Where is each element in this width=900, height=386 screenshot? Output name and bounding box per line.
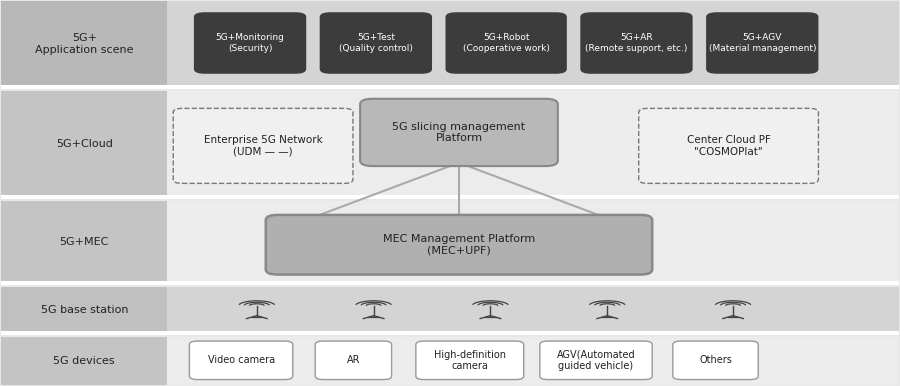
Bar — [1, 1, 899, 87]
FancyBboxPatch shape — [173, 108, 353, 183]
FancyBboxPatch shape — [194, 12, 306, 74]
Bar — [1, 287, 899, 334]
FancyBboxPatch shape — [540, 341, 652, 379]
Bar — [1, 287, 166, 334]
Text: 5G+AR
(Remote support, etc.): 5G+AR (Remote support, etc.) — [585, 33, 688, 53]
Text: MEC Management Platform
(MEC+UPF): MEC Management Platform (MEC+UPF) — [382, 234, 536, 256]
Text: 5G+Monitoring
(Security): 5G+Monitoring (Security) — [216, 33, 284, 53]
Bar — [1, 195, 899, 199]
Bar — [1, 91, 166, 197]
Text: 5G devices: 5G devices — [53, 356, 115, 366]
FancyBboxPatch shape — [266, 215, 652, 274]
FancyBboxPatch shape — [580, 12, 693, 74]
Text: Video camera: Video camera — [208, 355, 274, 365]
FancyBboxPatch shape — [320, 12, 432, 74]
Text: Enterprise 5G Network
(UDM — —): Enterprise 5G Network (UDM — —) — [203, 135, 322, 157]
Text: 5G+MEC: 5G+MEC — [59, 237, 109, 247]
Text: 5G+Test
(Quality control): 5G+Test (Quality control) — [339, 33, 413, 53]
FancyBboxPatch shape — [189, 341, 292, 379]
Bar — [1, 337, 166, 385]
Text: Others: Others — [699, 355, 732, 365]
Bar — [1, 281, 899, 285]
Text: 5G+Cloud: 5G+Cloud — [56, 139, 112, 149]
Text: 5G+
Application scene: 5G+ Application scene — [35, 33, 133, 54]
Bar — [1, 201, 899, 283]
Bar — [1, 332, 899, 335]
FancyBboxPatch shape — [706, 12, 818, 74]
FancyBboxPatch shape — [673, 341, 758, 379]
Text: 5G base station: 5G base station — [40, 305, 128, 315]
Text: 5G+Robot
(Cooperative work): 5G+Robot (Cooperative work) — [463, 33, 550, 53]
FancyBboxPatch shape — [639, 108, 818, 183]
FancyBboxPatch shape — [446, 12, 567, 74]
Bar — [1, 91, 899, 197]
Text: High-definition
camera: High-definition camera — [434, 349, 506, 371]
Bar — [1, 1, 166, 87]
Text: 5G+AGV
(Material management): 5G+AGV (Material management) — [708, 33, 816, 53]
FancyBboxPatch shape — [315, 341, 392, 379]
Bar — [1, 201, 166, 283]
Text: 5G slicing management
Platform: 5G slicing management Platform — [392, 122, 526, 143]
Text: Center Cloud PF
"COSMOPlat": Center Cloud PF "COSMOPlat" — [687, 135, 770, 157]
Bar — [1, 337, 899, 385]
Text: AR: AR — [346, 355, 360, 365]
Text: AGV(Automated
guided vehicle): AGV(Automated guided vehicle) — [557, 349, 635, 371]
FancyBboxPatch shape — [416, 341, 524, 379]
Bar — [1, 85, 899, 89]
FancyBboxPatch shape — [360, 99, 558, 166]
